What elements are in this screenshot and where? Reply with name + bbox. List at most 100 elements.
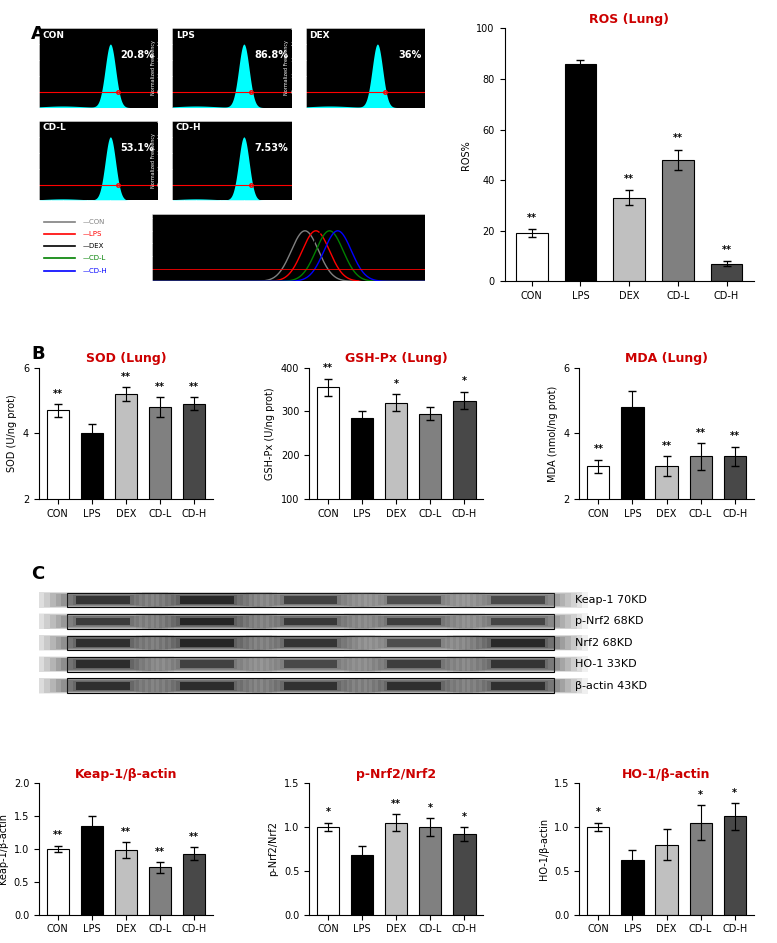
Text: 2.0: 2.0 (17, 114, 25, 120)
Y-axis label: Keap-1/β-actin: Keap-1/β-actin (0, 814, 9, 885)
Bar (180, 596, 234, 604)
Bar (351, 418, 373, 543)
Bar (470, 637, 566, 649)
Bar (137, 613, 277, 629)
Text: *: * (596, 807, 601, 818)
LPS (311, 225, 320, 237)
Bar (361, 637, 468, 650)
CD-H (420, 275, 430, 287)
Bar (44, 636, 162, 650)
CON (371, 275, 381, 287)
Bar (284, 639, 337, 647)
LPS (414, 275, 423, 287)
Text: *: * (462, 812, 467, 821)
Bar (68, 657, 553, 671)
Bar (372, 637, 456, 649)
Bar (274, 637, 347, 648)
LPS (277, 273, 287, 285)
Text: *: * (326, 807, 330, 818)
Text: **: ** (624, 174, 634, 184)
Bar (149, 407, 171, 565)
Bar (384, 595, 444, 604)
Bar (384, 637, 444, 648)
Bar (269, 680, 352, 691)
X-axis label: Intensity_MC_Ch02: Intensity_MC_Ch02 (342, 122, 389, 127)
Bar (656, 845, 678, 915)
Bar (476, 616, 559, 627)
Bar (491, 596, 545, 604)
Bar (355, 657, 473, 671)
Bar (61, 616, 145, 627)
Bar (470, 615, 566, 628)
LPS (148, 275, 157, 287)
Bar (142, 656, 271, 671)
Bar (516, 233, 548, 281)
Bar (44, 657, 162, 671)
Text: 2.0: 2.0 (284, 22, 292, 26)
Bar (317, 388, 340, 543)
Text: **: ** (189, 382, 199, 392)
Bar (246, 636, 375, 651)
CD-L (148, 275, 157, 287)
Text: **: ** (661, 441, 671, 451)
Bar (491, 660, 545, 668)
Bar (240, 656, 381, 672)
Bar (68, 614, 553, 629)
X-axis label: Intensity_MC_Ch02: Intensity_MC_Ch02 (208, 214, 256, 220)
Text: 2.0: 2.0 (151, 114, 159, 120)
Bar (148, 614, 266, 629)
Text: —DEX: —DEX (82, 243, 104, 249)
Bar (487, 617, 549, 626)
Bar (180, 618, 234, 625)
Bar (420, 827, 441, 915)
Bar (343, 678, 485, 694)
CD-L (371, 275, 381, 287)
Bar (458, 679, 577, 693)
Bar (470, 658, 566, 670)
Bar (61, 658, 145, 670)
Bar (44, 614, 162, 629)
Bar (387, 682, 441, 689)
Bar (343, 635, 485, 651)
Bar (482, 659, 554, 670)
Bar (378, 659, 450, 670)
Bar (183, 853, 205, 915)
Bar (176, 637, 237, 648)
Bar (465, 615, 571, 628)
CD-L (279, 275, 288, 287)
Text: **: ** (323, 363, 333, 373)
Bar (453, 834, 476, 915)
LPS (295, 251, 305, 262)
Bar (240, 613, 381, 629)
Title: GSH-Px (Lung): GSH-Px (Lung) (345, 352, 448, 365)
Bar (269, 616, 352, 627)
Bar (165, 594, 249, 605)
Y-axis label: MDA (nmol/ng prot): MDA (nmol/ng prot) (548, 386, 558, 482)
Text: A: A (31, 25, 45, 42)
Text: **: ** (155, 847, 165, 857)
Bar (81, 826, 103, 915)
LPS (420, 275, 430, 287)
Bar (465, 679, 571, 692)
Bar (453, 592, 583, 607)
Bar (387, 639, 441, 647)
Text: —CD-H: —CD-H (82, 268, 107, 273)
CON (300, 225, 309, 237)
Text: **: ** (392, 799, 401, 808)
Text: **: ** (53, 831, 63, 840)
LPS (310, 225, 319, 237)
Bar (482, 680, 554, 691)
Title: HO-1/β-actin: HO-1/β-actin (622, 768, 711, 781)
Line: CON: CON (152, 231, 425, 281)
Text: C: C (31, 565, 44, 583)
Bar (274, 595, 347, 605)
Bar (149, 868, 171, 915)
Bar (67, 595, 139, 605)
Bar (355, 593, 473, 607)
Text: CD-L: CD-L (43, 124, 66, 133)
Bar (33, 613, 173, 629)
Bar (165, 680, 249, 691)
Bar (476, 658, 559, 670)
Text: **: ** (673, 133, 683, 143)
Text: **: ** (121, 827, 131, 837)
